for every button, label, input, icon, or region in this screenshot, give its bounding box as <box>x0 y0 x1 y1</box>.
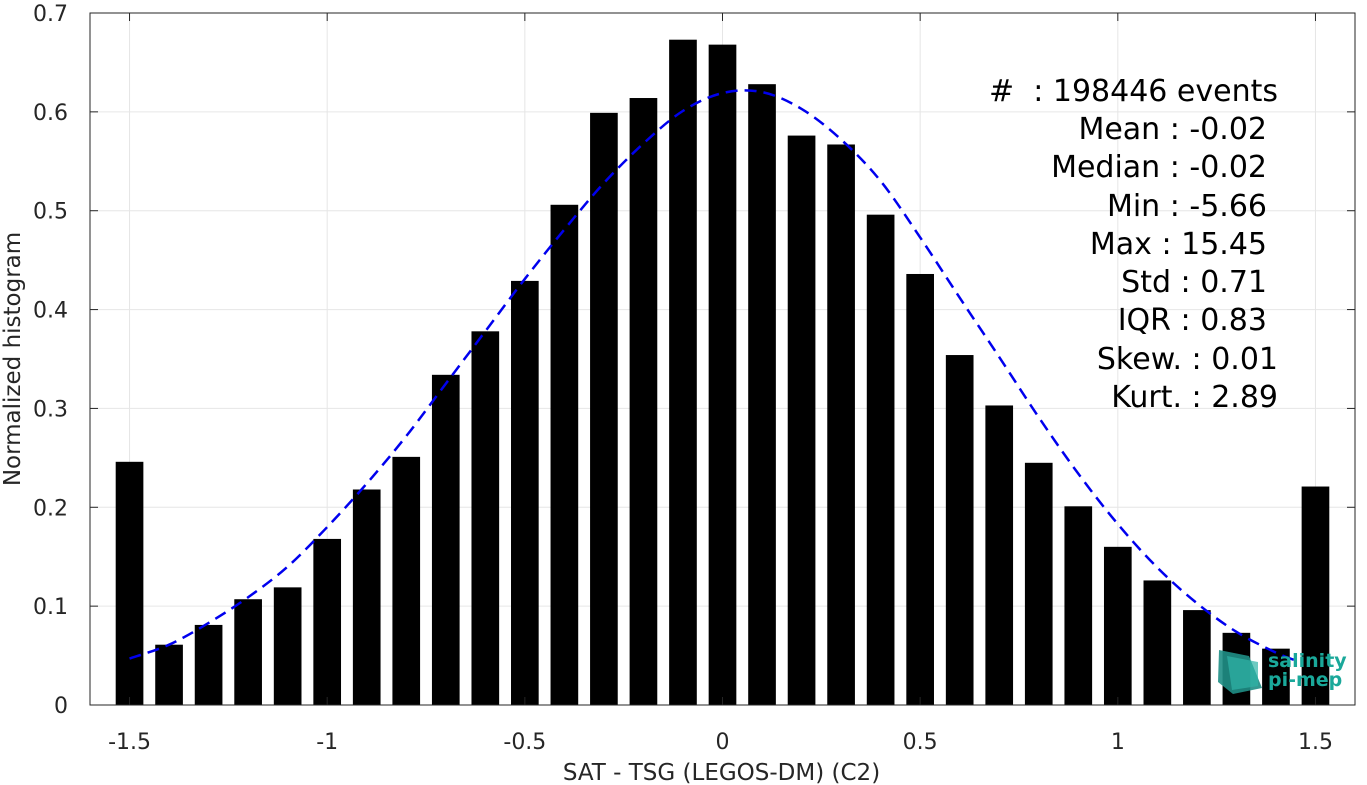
histogram-bar <box>629 98 658 705</box>
histogram-bar <box>1143 580 1172 705</box>
axis-ticks: -1.5 -1 -0.5 0 0.5 1 1.5 0 0.1 0.2 0.3 0.4 0.5 0.6 0.7 <box>33 2 1355 755</box>
stats-skew: Skew. : 0.01 <box>1097 342 1278 377</box>
histogram-bar <box>669 39 697 706</box>
histogram-bar <box>1064 506 1093 705</box>
y-tick-label: 0.1 <box>33 595 68 620</box>
histogram-bar <box>1301 486 1330 705</box>
histogram-bar <box>313 538 342 705</box>
histogram-bar <box>273 587 302 705</box>
stats-std: Std : 0.71 <box>1121 265 1267 300</box>
y-tick-label: 0.2 <box>33 496 68 521</box>
y-tick-label: 0.3 <box>33 397 68 422</box>
x-tick-label: -1 <box>316 730 338 755</box>
histogram-bar <box>511 280 539 705</box>
histogram-bar <box>748 84 776 706</box>
x-tick-label: 0 <box>716 730 730 755</box>
histogram-bars <box>115 39 1330 706</box>
logo-line1: salinity <box>1268 650 1347 672</box>
y-tick-label: 0 <box>54 694 68 719</box>
histogram-bar <box>945 355 974 705</box>
x-tick-label: 1.5 <box>1298 730 1333 755</box>
stats-iqr: IQR : 0.83 <box>1118 303 1267 338</box>
salinity-pi-mep-logo: salinity pi-mep <box>1218 650 1347 694</box>
histogram-bar <box>194 624 223 705</box>
x-tick-label: -0.5 <box>503 730 546 755</box>
histogram-bar <box>352 489 381 705</box>
histogram-bar <box>1262 648 1290 705</box>
stats-events: # : 198446 events <box>989 74 1278 109</box>
x-tick-label: 0.5 <box>903 730 938 755</box>
y-tick-label: 0.6 <box>33 101 68 126</box>
histogram-bar <box>708 44 737 706</box>
histogram-bar <box>906 273 934 705</box>
y-tick-label: 0.4 <box>33 299 68 324</box>
histogram-bar <box>1103 546 1132 705</box>
stats-mean: Mean : -0.02 <box>1078 112 1267 147</box>
stats-kurt: Kurt. : 2.89 <box>1111 380 1278 415</box>
histogram-bar <box>866 214 895 705</box>
x-tick-label: 1 <box>1111 730 1125 755</box>
y-tick-label: 0.5 <box>33 200 68 225</box>
y-tick-label: 0.7 <box>33 2 68 27</box>
histogram-bar <box>1183 610 1211 705</box>
histogram-bar <box>590 112 618 706</box>
histogram-bar <box>787 135 816 705</box>
logo-emblem-highlight-icon <box>1227 656 1258 690</box>
histogram-bar <box>234 599 262 705</box>
histogram-bar <box>471 331 500 705</box>
stats-median: Median : -0.02 <box>1051 150 1267 185</box>
histogram-bar <box>985 405 1014 705</box>
histogram-bar <box>1024 462 1053 705</box>
histogram-bar <box>550 204 579 706</box>
histogram-bar <box>431 374 460 705</box>
stats-annotation: # : 198446 events Mean : -0.02 Median : … <box>989 74 1278 415</box>
logo-line2: pi-mep <box>1268 669 1342 691</box>
stats-min: Min : -5.66 <box>1107 189 1267 224</box>
gaussian-fit-curve <box>129 89 1297 662</box>
histogram-bar <box>155 644 183 705</box>
x-axis-title: SAT - TSG (LEGOS-DM) (C2) <box>563 760 880 785</box>
histogram-bar <box>827 144 855 706</box>
x-tick-label: -1.5 <box>108 730 151 755</box>
stats-max: Max : 15.45 <box>1090 227 1267 262</box>
histogram-bar <box>115 461 144 705</box>
histogram-bar <box>392 456 421 705</box>
y-axis-title: Normalized histogram <box>0 232 26 486</box>
